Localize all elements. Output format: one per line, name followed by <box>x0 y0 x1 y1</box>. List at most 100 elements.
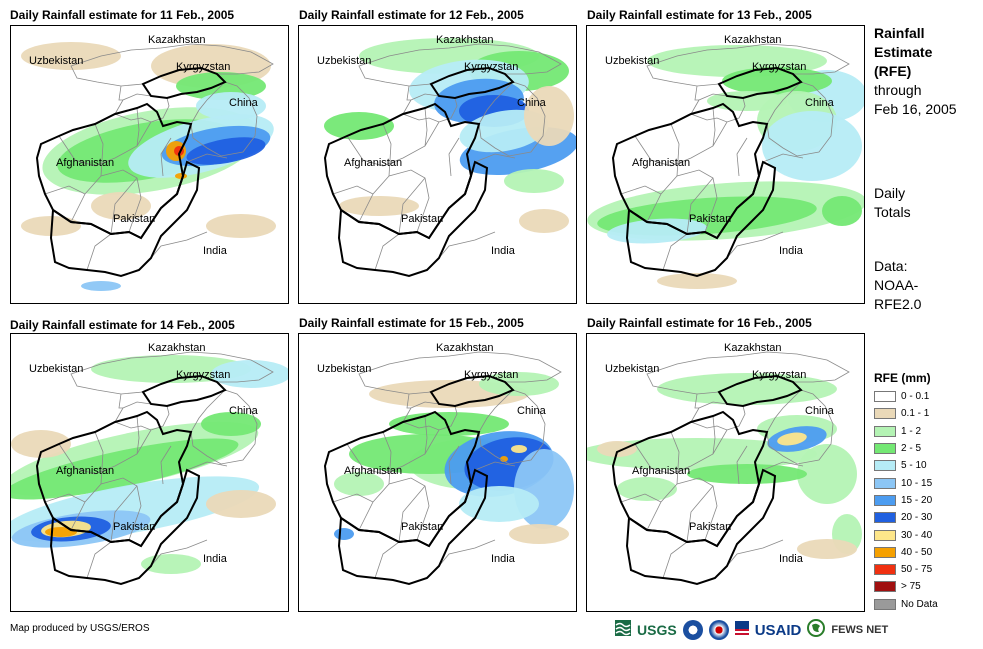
province-border <box>670 123 680 177</box>
map-label-china: China <box>805 405 835 417</box>
province-border <box>686 485 714 543</box>
province-border <box>374 233 400 271</box>
legend-item: 10 - 15 <box>874 474 938 491</box>
admin-boundaries <box>332 43 562 271</box>
rainfall-layer <box>324 38 576 233</box>
globe-icon <box>807 618 826 642</box>
map-label-pakistan: Pakistan <box>689 213 731 225</box>
legend-swatch <box>874 391 896 403</box>
province-border <box>110 177 138 235</box>
province-border <box>670 431 680 485</box>
focus-country-outlines <box>611 66 803 278</box>
province-border <box>332 493 374 503</box>
side-data-source: Data: NOAA- RFE2.0 <box>874 257 921 314</box>
legend-swatch <box>874 408 896 420</box>
province-border <box>406 85 411 101</box>
side-title-line-3: (RFE) <box>874 63 912 79</box>
legend-item: 5 - 10 <box>874 457 938 474</box>
rain-area <box>324 112 394 140</box>
map-label-uzbekistan: Uzbekistan <box>29 363 83 375</box>
map-label-india: India <box>203 553 228 565</box>
rain-area <box>797 444 857 504</box>
legend: 0 - 0.1 0.1 - 1 1 - 2 2 - 5 5 - 10 10 - 15 15 … <box>874 388 938 613</box>
rain-area <box>524 86 574 146</box>
legend-swatch <box>874 512 896 524</box>
province-border <box>694 393 699 409</box>
rain-area <box>511 445 527 453</box>
rainfall-layer <box>587 45 864 289</box>
province-border <box>94 431 104 485</box>
map-panel-3: Kazakhstan Uzbekistan Kyrgyzstan China Afgha… <box>586 25 865 304</box>
rain-area <box>206 214 276 238</box>
legend-item: 30 - 40 <box>874 526 938 543</box>
rain-area <box>45 527 77 537</box>
legend-label: 15 - 20 <box>901 494 933 506</box>
map-label-china: China <box>517 97 547 109</box>
map-label-uzbekistan: Uzbekistan <box>317 55 371 67</box>
province-border <box>346 121 440 167</box>
nasa-seal-icon <box>708 620 729 640</box>
province-border <box>474 153 516 163</box>
map-label-uzbekistan: Uzbekistan <box>29 55 83 67</box>
side-through: through <box>874 82 922 98</box>
legend-item: 0.1 - 1 <box>874 405 938 422</box>
province-border <box>110 485 138 543</box>
map-label-kyrgyzstan: Kyrgyzstan <box>752 369 806 381</box>
country-outline <box>141 66 227 100</box>
country-outline <box>49 468 201 586</box>
rain-area <box>334 472 384 496</box>
legend-item: 40 - 50 <box>874 544 938 561</box>
rain-area <box>797 539 857 559</box>
province-border <box>118 393 123 409</box>
province-border <box>86 233 112 271</box>
country-border <box>478 389 546 465</box>
province-border <box>474 461 516 471</box>
country-outline <box>625 160 777 278</box>
focus-country-outlines <box>323 374 515 586</box>
legend-swatch <box>874 546 896 558</box>
map-label-uzbekistan: Uzbekistan <box>605 55 659 67</box>
province-border <box>58 121 152 167</box>
map-label-afghanistan: Afghanistan <box>632 157 690 169</box>
province-border <box>58 429 152 475</box>
province-border <box>726 539 784 567</box>
usgs-logo: USGS <box>637 622 677 638</box>
country-outline <box>49 160 201 278</box>
province-border <box>160 445 172 485</box>
focus-country-outlines <box>323 66 515 278</box>
legend-title: RFE (mm) <box>874 371 931 385</box>
province-border <box>374 541 400 579</box>
legend-swatch <box>874 494 896 506</box>
province-border <box>118 85 123 101</box>
legend-swatch <box>874 598 896 610</box>
legend-swatch <box>874 425 896 437</box>
province-border <box>712 415 716 455</box>
rain-area <box>206 490 276 518</box>
map-label-kazakhstan: Kazakhstan <box>724 34 781 46</box>
legend-label: 0 - 0.1 <box>901 391 930 403</box>
focus-country-outlines <box>611 374 803 586</box>
rain-area <box>81 281 121 291</box>
province-border <box>694 85 699 101</box>
map-label-china: China <box>229 405 259 417</box>
legend-item: 15 - 20 <box>874 492 938 509</box>
province-border <box>726 231 784 259</box>
map-label-india: India <box>779 245 804 257</box>
map-label-afghanistan: Afghanistan <box>56 157 114 169</box>
province-border <box>662 233 688 271</box>
country-outline <box>337 468 489 586</box>
province-border <box>424 415 428 455</box>
side-title-line-1: Rainfall <box>874 25 925 41</box>
map-label-uzbekistan: Uzbekistan <box>605 363 659 375</box>
province-border <box>44 185 86 195</box>
rain-area <box>211 360 288 388</box>
map-panel-2: Kazakhstan Uzbekistan Kyrgyzstan China Afgha… <box>298 25 577 304</box>
side-date: Feb 16, 2005 <box>874 101 957 117</box>
logo-strip: USGS USAID FEWS NET <box>615 617 888 643</box>
side-title: Rainfall Estimate (RFE) through Feb 16, … <box>874 24 957 119</box>
province-border <box>686 177 714 235</box>
side-daily-totals: Daily Totals <box>874 184 911 222</box>
province-border <box>150 539 208 567</box>
rain-area <box>687 464 807 484</box>
panel-title-5: Daily Rainfall estimate for 15 Feb., 200… <box>299 316 524 330</box>
